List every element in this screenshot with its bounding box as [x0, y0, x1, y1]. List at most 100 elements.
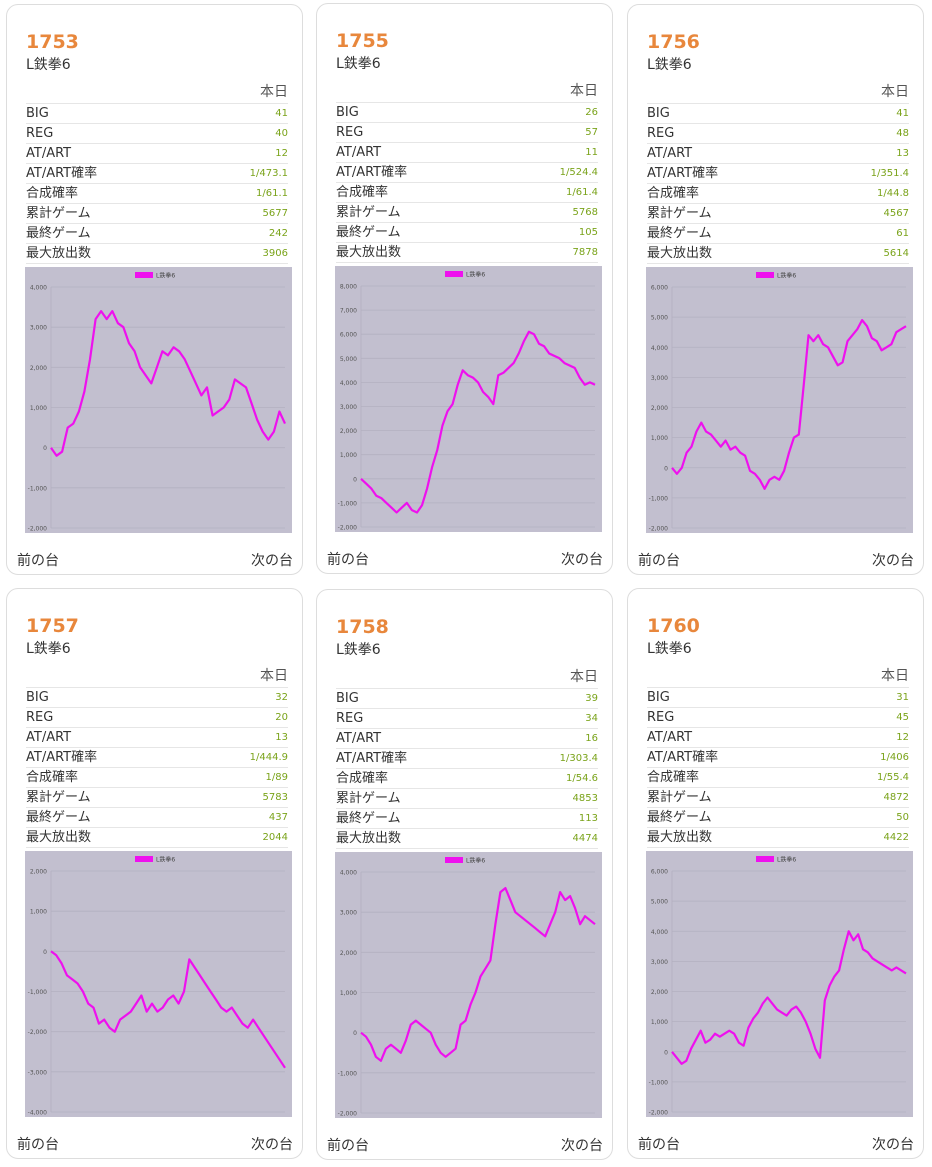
stat-row: 最大放出数 4474	[336, 828, 598, 849]
y-tick-label: 3,000	[340, 910, 357, 917]
plot-background	[25, 267, 292, 533]
stat-label: BIG	[647, 687, 828, 708]
stat-label: 最終ゲーム	[26, 807, 197, 828]
stat-label: 累計ゲーム	[336, 788, 507, 809]
today-header: 本日	[336, 80, 598, 103]
y-tick-label: -1,000	[649, 495, 669, 502]
stat-label: 最終ゲーム	[336, 222, 507, 243]
stat-label: 最大放出数	[26, 243, 197, 264]
next-unit-link[interactable]: 次の台	[872, 553, 914, 569]
stat-value: 41	[196, 103, 288, 124]
stat-label: AT/ART確率	[336, 162, 507, 183]
machine-name: L鉄拳6	[26, 641, 71, 657]
stat-row: 最終ゲーム 437	[26, 807, 288, 828]
stat-label: REG	[26, 707, 197, 728]
stat-row: 累計ゲーム 5768	[336, 202, 598, 223]
y-tick-label: 5,000	[651, 899, 668, 906]
stat-row: AT/ART 16	[336, 728, 598, 749]
stat-value: 39	[506, 688, 598, 709]
next-unit-link[interactable]: 次の台	[872, 1137, 914, 1153]
stat-row: AT/ART確率 1/473.1	[26, 163, 288, 184]
stat-row: REG 34	[336, 708, 598, 729]
next-unit-link[interactable]: 次の台	[251, 1137, 293, 1153]
stat-value: 12	[827, 727, 909, 748]
stat-label: 最終ゲーム	[336, 808, 507, 829]
stat-label: AT/ART	[336, 142, 507, 163]
stat-label: REG	[647, 123, 818, 144]
unit-number[interactable]: 1758	[336, 616, 389, 638]
unit-number[interactable]: 1760	[647, 615, 700, 637]
y-tick-label: 2,000	[651, 405, 668, 412]
stats-table: 本日 BIG 41 REG 48 AT/ART 13 AT/ART確率 1/351.4 合成確率 1…	[647, 81, 909, 264]
stat-label: AT/ART	[336, 728, 507, 749]
balance-chart: 8,000 7,000 6,000 5,000 4,000 3,000 2,000 1,000…	[335, 266, 602, 532]
y-tick-label: -3,000	[28, 1069, 48, 1076]
unit-number[interactable]: 1756	[647, 31, 700, 53]
unit-number[interactable]: 1755	[336, 30, 389, 52]
stat-value: 16	[506, 728, 598, 749]
stat-value: 12	[196, 143, 288, 164]
next-unit-link[interactable]: 次の台	[561, 552, 603, 568]
prev-unit-link[interactable]: 前の台	[638, 1137, 680, 1153]
y-tick-label: 2,000	[30, 365, 47, 372]
balance-chart: 4,000 3,000 2,000 1,000 0 -1,000 -2,000 L鉄拳6	[25, 267, 292, 533]
today-header: 本日	[647, 665, 909, 688]
stat-row: 累計ゲーム 5677	[26, 203, 288, 224]
stat-row: 累計ゲーム 4872	[647, 787, 909, 808]
stat-row: REG 48	[647, 123, 909, 144]
stat-value: 3906	[196, 243, 288, 264]
stat-value: 1/406	[827, 747, 909, 768]
stats-table: 本日 BIG 26 REG 57 AT/ART 11 AT/ART確率 1/524.4 合成確率 1…	[336, 80, 598, 263]
stat-value: 34	[506, 708, 598, 729]
plot-background	[646, 851, 913, 1117]
stat-row: 合成確率 1/61.1	[26, 183, 288, 204]
stat-label: 最終ゲーム	[647, 223, 818, 244]
stat-label: AT/ART	[26, 727, 197, 748]
series-line	[671, 930, 907, 1065]
stat-label: BIG	[647, 103, 818, 124]
stat-row: AT/ART確率 1/444.9	[26, 747, 288, 768]
legend-swatch	[445, 271, 463, 277]
legend-label: L鉄拳6	[466, 271, 485, 279]
stat-value: 4872	[827, 787, 909, 808]
stat-row: AT/ART確率 1/406	[647, 747, 909, 768]
prev-unit-link[interactable]: 前の台	[327, 1138, 369, 1154]
legend-label: L鉄拳6	[156, 272, 175, 280]
y-tick-label: -2,000	[28, 526, 48, 533]
stat-value: 1/54.6	[506, 768, 598, 789]
y-tick-label: 6,000	[651, 285, 668, 292]
prev-unit-link[interactable]: 前の台	[17, 553, 59, 569]
stat-value: 4567	[817, 203, 909, 224]
prev-unit-link[interactable]: 前の台	[638, 553, 680, 569]
stat-value: 45	[827, 707, 909, 728]
stat-value: 1/303.4	[506, 748, 598, 769]
stat-row: BIG 39	[336, 688, 598, 709]
stat-value: 4474	[506, 828, 598, 849]
unit-number[interactable]: 1753	[26, 31, 79, 53]
stat-value: 1/351.4	[817, 163, 909, 184]
stat-label: 累計ゲーム	[336, 202, 507, 223]
stat-label: AT/ART確率	[647, 163, 818, 184]
y-tick-label: -2,000	[338, 525, 358, 532]
stat-value: 4422	[827, 827, 909, 848]
next-unit-link[interactable]: 次の台	[561, 1138, 603, 1154]
stat-label: 合成確率	[647, 767, 828, 788]
y-tick-label: 8,000	[340, 284, 357, 291]
stat-label: 最大放出数	[336, 828, 507, 849]
stat-row: 最大放出数 5614	[647, 243, 909, 264]
stat-row: AT/ART 12	[647, 727, 909, 748]
stat-row: 最大放出数 7878	[336, 242, 598, 263]
prev-unit-link[interactable]: 前の台	[327, 552, 369, 568]
legend-label: L鉄拳6	[466, 857, 485, 865]
plot-background	[335, 852, 602, 1118]
stat-label: AT/ART	[647, 727, 828, 748]
y-tick-label: -1,000	[338, 1070, 358, 1077]
unit-number[interactable]: 1757	[26, 615, 79, 637]
prev-unit-link[interactable]: 前の台	[17, 1137, 59, 1153]
y-tick-label: 0	[664, 1049, 668, 1056]
y-tick-label: 0	[43, 949, 47, 956]
stat-value: 13	[817, 143, 909, 164]
y-tick-label: 2,000	[651, 989, 668, 996]
next-unit-link[interactable]: 次の台	[251, 553, 293, 569]
stat-row: 最終ゲーム 113	[336, 808, 598, 829]
